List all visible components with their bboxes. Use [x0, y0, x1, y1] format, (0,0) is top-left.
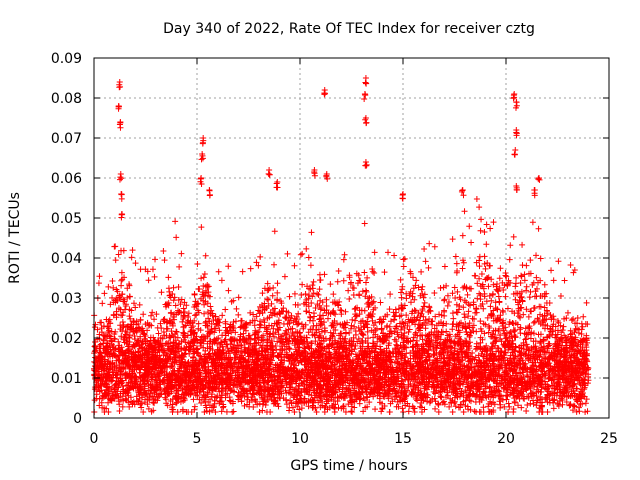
data-point	[218, 408, 225, 415]
data-point	[263, 398, 270, 405]
data-point	[335, 404, 342, 411]
data-point	[116, 407, 123, 414]
data-point	[346, 385, 353, 392]
data-point	[345, 401, 352, 408]
data-point	[267, 409, 274, 415]
data-point	[190, 396, 197, 403]
data-point	[482, 382, 489, 389]
data-point	[145, 378, 152, 385]
data-point	[338, 405, 345, 412]
data-point	[283, 390, 290, 397]
data-point	[288, 400, 295, 407]
data-point	[110, 368, 117, 375]
data-point	[96, 395, 103, 402]
data-point	[140, 409, 147, 415]
data-point	[174, 409, 181, 415]
data-point	[372, 406, 379, 413]
data-point	[283, 401, 290, 408]
data-point	[399, 405, 406, 412]
data-point	[323, 400, 330, 407]
data-point	[91, 397, 98, 404]
data-point	[499, 373, 506, 380]
data-point	[515, 402, 522, 409]
data-point	[282, 387, 289, 394]
data-point	[322, 403, 329, 410]
data-point	[123, 382, 130, 389]
data-point	[147, 381, 154, 388]
data-point	[518, 404, 525, 411]
data-point	[295, 386, 302, 393]
data-point	[366, 399, 373, 406]
data-point	[169, 401, 176, 408]
grid-lines	[94, 58, 609, 418]
data-points	[91, 75, 592, 415]
data-point	[291, 409, 298, 415]
data-point	[274, 391, 281, 398]
data-point	[386, 409, 393, 415]
data-point	[294, 403, 301, 410]
data-point	[576, 408, 583, 415]
data-point	[224, 390, 231, 397]
data-point	[472, 398, 479, 405]
data-point	[432, 405, 439, 412]
data-point	[229, 409, 236, 415]
data-point	[563, 398, 570, 405]
data-point	[310, 381, 317, 388]
data-point	[577, 400, 584, 407]
data-point	[124, 382, 131, 389]
data-point	[504, 393, 511, 400]
data-point	[212, 409, 219, 415]
data-point	[138, 374, 144, 381]
data-point	[582, 400, 589, 407]
data-point	[191, 403, 198, 410]
data-point	[289, 404, 296, 411]
data-point	[575, 404, 582, 411]
data-point	[411, 409, 418, 415]
data-point	[511, 398, 518, 405]
chart-title: Day 340 of 2022, Rate Of TEC Index for r…	[163, 21, 535, 37]
data-point	[298, 379, 305, 386]
data-point	[449, 409, 456, 415]
x-axis-label: GPS time / hours	[290, 458, 407, 474]
data-point	[510, 406, 517, 413]
data-point	[179, 408, 186, 415]
data-point	[460, 409, 467, 415]
data-point	[527, 366, 534, 373]
y-axis-label: ROTI / TECUs	[7, 192, 23, 284]
data-point	[119, 403, 126, 410]
data-point	[487, 383, 494, 390]
data-point	[571, 403, 578, 410]
data-point	[256, 400, 263, 407]
data-point	[254, 401, 261, 408]
data-point	[523, 408, 530, 414]
data-point	[313, 409, 320, 415]
